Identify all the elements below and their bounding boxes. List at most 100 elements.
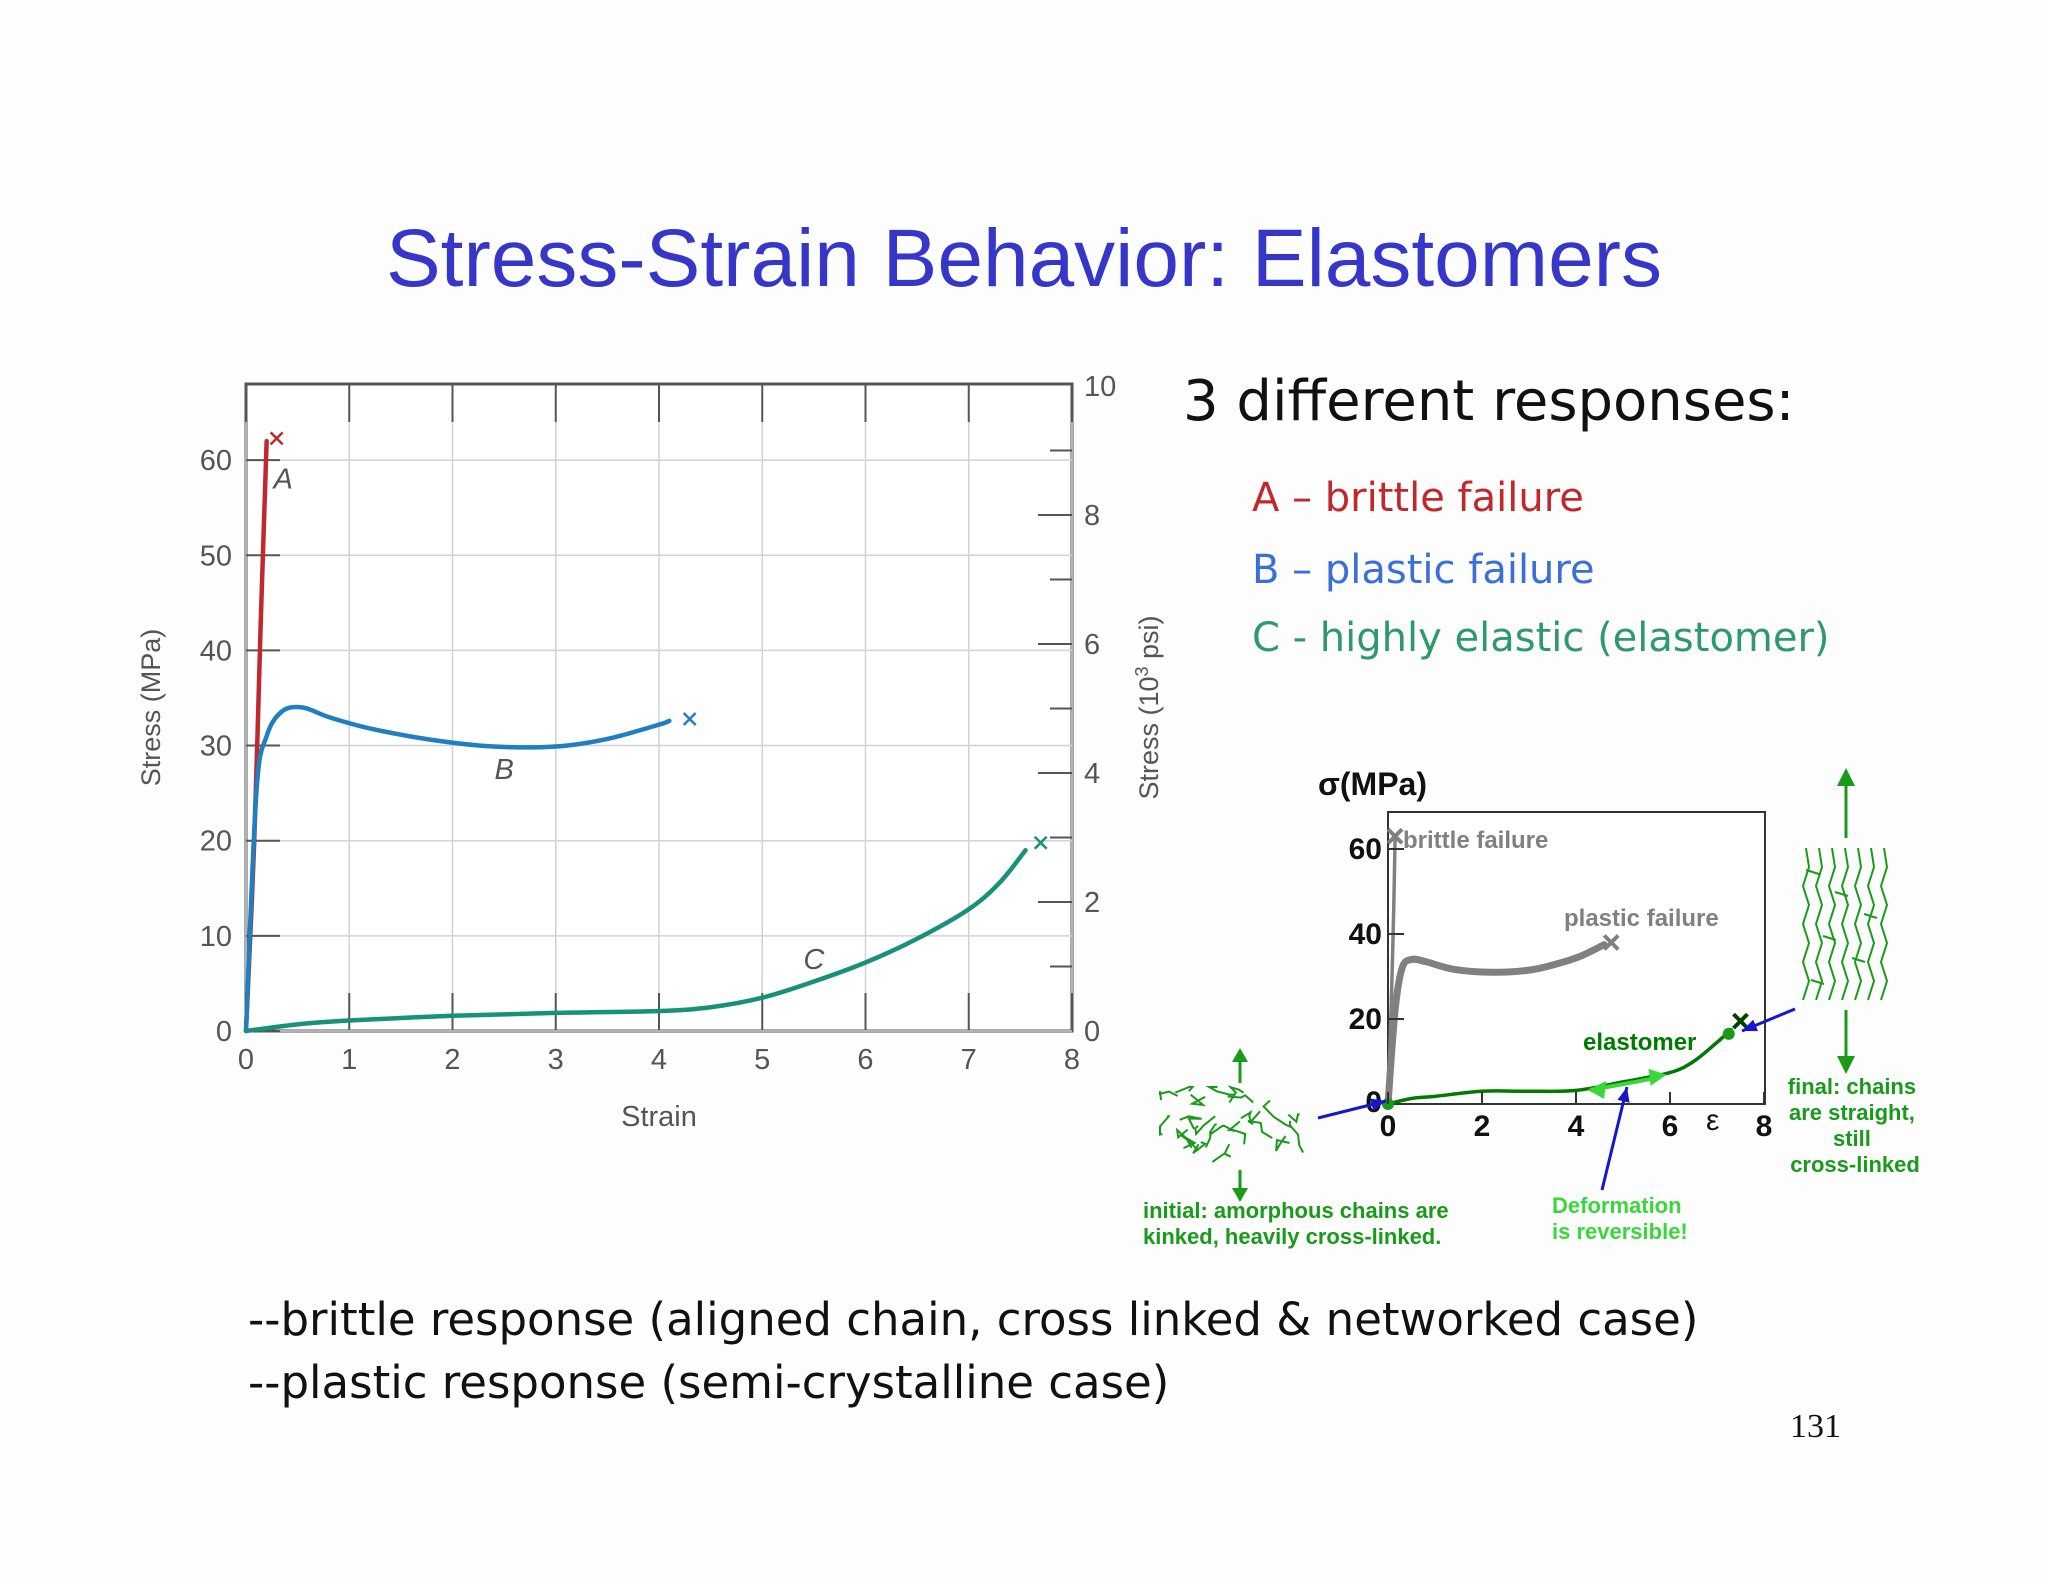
amorphous-chain [1226, 1120, 1247, 1145]
main-series-label-B: B [494, 754, 513, 786]
inset-label-brittle: brittle failure [1403, 827, 1548, 854]
main-y2-axis-label: Stress (103 psi) [1132, 615, 1164, 799]
response-c: C - highly elastic (elastomer) [1252, 615, 1830, 661]
main-series-label-A: A [271, 464, 292, 496]
main-y2tick-label: 6 [1084, 629, 1100, 661]
straight-chain [1879, 847, 1889, 1001]
y2-label-sup: 3 [1132, 666, 1152, 676]
inset-reversible-arrow [1588, 1068, 1667, 1099]
response-b: B – plastic failure [1252, 547, 1595, 593]
inset-xtick-label: 4 [1568, 1110, 1585, 1143]
inset-x-axis-symbol: ε [1706, 1104, 1719, 1137]
inset-y-axis-label: σ(MPa) [1318, 766, 1427, 802]
inset-xtick-label: 0 [1380, 1110, 1397, 1143]
amorphous-chain [1192, 1141, 1208, 1154]
slide-title: Stress-Strain Behavior: Elastomers [385, 213, 1662, 304]
amorphous-chain [1179, 1115, 1202, 1130]
amorphous-chains-illustration [1159, 1048, 1304, 1202]
final-annotation: final: chains are straight, still cross-… [1788, 1074, 1922, 1177]
y2-label-start: Stress (10 [1134, 676, 1164, 799]
amorphous-chain [1175, 1086, 1195, 1094]
crosslink [1822, 935, 1837, 941]
main-xtick-label: 6 [857, 1044, 873, 1076]
inset-xtick-label: 2 [1474, 1110, 1491, 1143]
inset-label-plastic: plastic failure [1564, 905, 1719, 932]
main-y-axis-label: Stress (MPa) [136, 629, 166, 787]
response-a: A – brittle failure [1252, 475, 1584, 521]
main-xtick-label: 0 [238, 1044, 254, 1076]
blue-arrow-final [1741, 1007, 1796, 1033]
main-ytick-label: 20 [200, 826, 232, 858]
amorphous-chain [1188, 1093, 1207, 1107]
amorphous-chain [1287, 1113, 1300, 1124]
main-gridlines [245, 384, 1073, 1032]
responses-heading: 3 different responses: [1183, 369, 1795, 434]
amorphous-chain [1159, 1114, 1171, 1136]
inset-ytick-label: 60 [1349, 833, 1382, 866]
inset-end-dot [1722, 1027, 1735, 1040]
main-curve-C [243, 847, 1028, 1034]
initial-annotation: initial: amorphous chains are kinked, he… [1143, 1198, 1455, 1249]
straight-chains-illustration [1801, 768, 1889, 1074]
main-y2tick-label: 2 [1084, 887, 1100, 919]
straight-chain [1827, 847, 1837, 1001]
amorphous-chain [1240, 1109, 1261, 1124]
main-failure-marker-A [269, 431, 284, 446]
straight-down-arrowhead [1837, 1056, 1855, 1074]
main-curves: A B C [243, 431, 1048, 1034]
inset-curve-1 [1384, 941, 1608, 1108]
inset-failure-marker-0 [1386, 827, 1404, 845]
main-xtick-label: 1 [341, 1044, 357, 1076]
amorphous-chain [1227, 1085, 1245, 1104]
main-failure-marker-C [1033, 835, 1048, 850]
main-ytick-label: 30 [200, 731, 232, 763]
main-xtick-label: 2 [444, 1044, 460, 1076]
amorphous-chain [1205, 1086, 1236, 1096]
bullet-brittle: --brittle response (aligned chain, cross… [248, 1293, 1699, 1346]
blue-arrow-reversible [1600, 1086, 1630, 1191]
amorphous-chain [1194, 1115, 1216, 1137]
main-y2tick-label: 10 [1084, 371, 1116, 403]
amorphous-chain [1227, 1094, 1254, 1104]
reversible-annotation: Deformation is reversible! [1552, 1193, 1688, 1244]
straight-chain [1866, 847, 1876, 1001]
page-number: 131 [1790, 1408, 1841, 1445]
straight-up-arrowhead [1837, 768, 1855, 786]
amorphous-chain [1211, 1143, 1232, 1163]
straight-chain [1853, 847, 1863, 1001]
main-xtick-label: 5 [754, 1044, 770, 1076]
inset-arrows [1317, 1007, 1796, 1191]
amorphous-chain [1262, 1099, 1293, 1129]
main-xtick-label: 4 [651, 1044, 667, 1076]
main-ytick-label: 40 [200, 635, 232, 667]
y2-label-end: psi) [1134, 615, 1164, 666]
main-y2tick-label: 0 [1084, 1016, 1100, 1048]
main-y2tick-label: 8 [1084, 500, 1100, 532]
main-series-label-C: C [803, 944, 825, 976]
amorphous-chain [1175, 1127, 1199, 1152]
main-xtick-label: 7 [961, 1044, 977, 1076]
amorphous-chain [1275, 1135, 1290, 1152]
main-ytick-label: 50 [200, 540, 232, 572]
amorphous-chain [1289, 1120, 1304, 1153]
straight-chain [1840, 847, 1850, 1001]
amorphous-chain [1209, 1124, 1236, 1136]
inset-xtick-label: 6 [1662, 1110, 1679, 1143]
straight-chain [1801, 847, 1811, 1001]
amorphous-chain [1180, 1134, 1197, 1150]
main-y2tick-label: 4 [1084, 758, 1100, 790]
bullet-plastic: --plastic response (semi-crystalline cas… [248, 1356, 1170, 1409]
crosslink [1863, 913, 1878, 919]
inset-failure-marker-1 [1602, 934, 1620, 951]
inset-stress-strain-chart: 024682040600 σ(MPa) ε brittle failure pl… [1317, 766, 1796, 1191]
main-xtick-label: 3 [548, 1044, 564, 1076]
crosslink [1805, 869, 1820, 875]
inset-label-elastomer: elastomer [1583, 1029, 1696, 1056]
amorphous-chain [1247, 1120, 1273, 1139]
main-ytick-label: 0 [216, 1016, 232, 1048]
amorphous-chain [1204, 1123, 1217, 1148]
inset-failure-marker-2 [1732, 1012, 1749, 1030]
inset-ytick-label: 20 [1349, 1003, 1382, 1036]
